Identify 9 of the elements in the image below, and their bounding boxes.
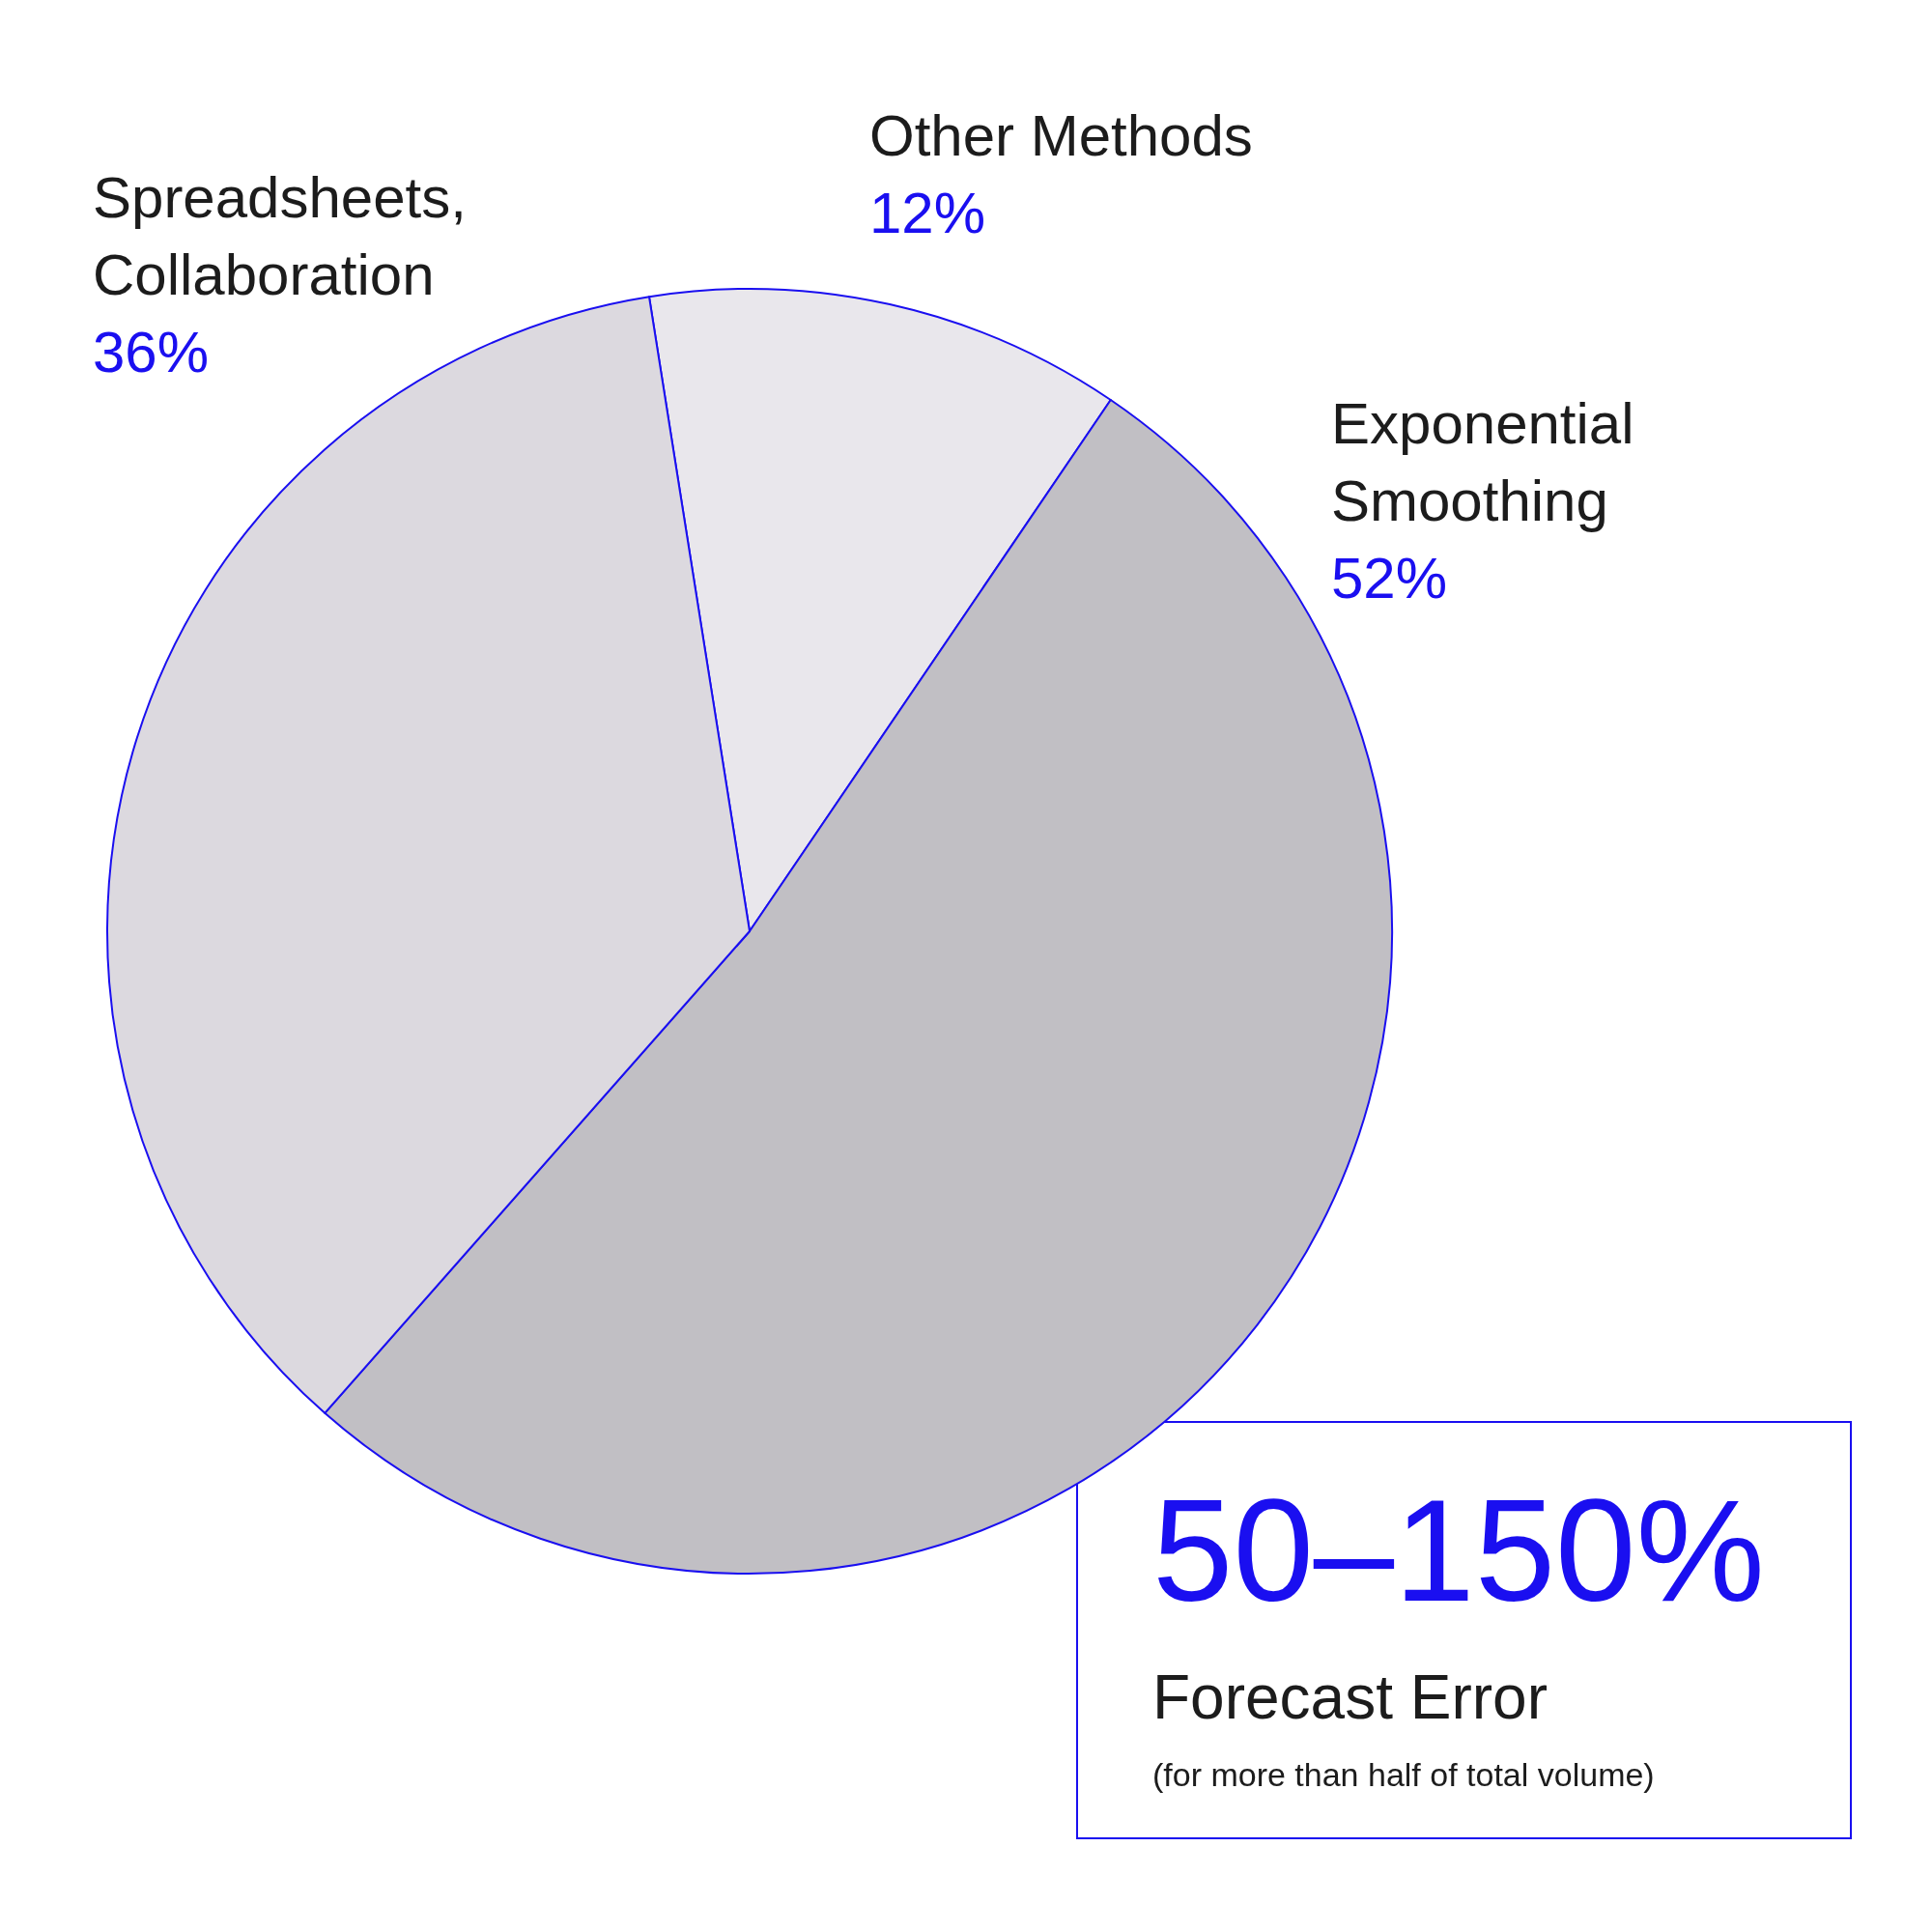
data-label: 36% xyxy=(93,319,210,384)
text: Forecast Error xyxy=(1152,1662,1548,1732)
text: 50–150% xyxy=(1152,1469,1765,1632)
slice-label: Spreadsheets, Collaboration xyxy=(93,164,467,307)
data-label: 52% xyxy=(1331,545,1448,611)
slice-label: Exponential Smoothing xyxy=(1331,390,1634,533)
text: (for more than half of total volume) xyxy=(1152,1756,1655,1793)
slice-label: Other Methods xyxy=(869,102,1253,168)
data-label: 12% xyxy=(869,180,986,245)
